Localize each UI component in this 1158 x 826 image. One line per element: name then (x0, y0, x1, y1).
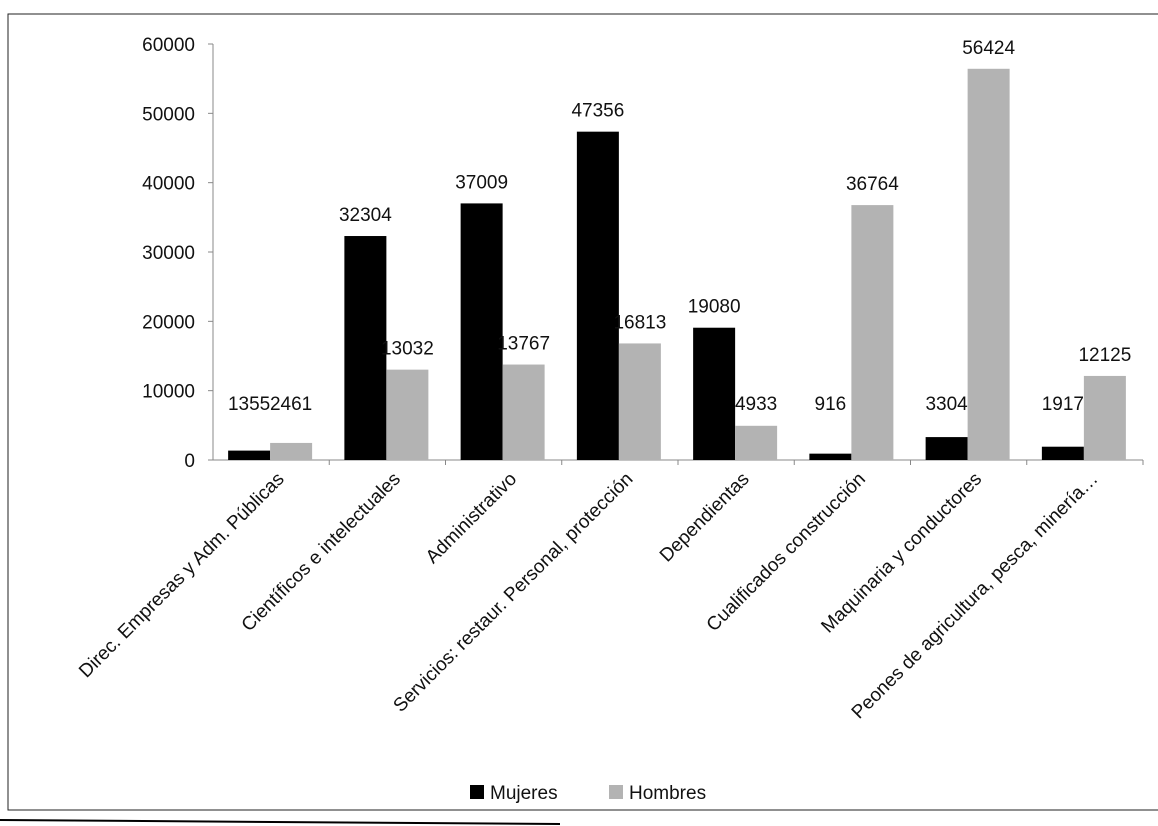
bar-hombres (1083, 375, 1126, 460)
y-tick-label: 30000 (142, 243, 195, 264)
category-label: Administrativo (422, 469, 521, 568)
legend-swatch-hombres (609, 785, 623, 799)
data-label: 37009 (455, 172, 508, 193)
bar-mujeres (809, 453, 852, 460)
category-label: Direc. Empresas y Adm. Públicas (75, 469, 288, 682)
y-tick-label: 40000 (142, 174, 195, 195)
data-label: 16813 (613, 312, 666, 333)
bar-mujeres (344, 236, 387, 460)
page-rule (0, 819, 561, 825)
data-label: 1917 (1042, 394, 1084, 415)
legend-label-hombres: Hombres (629, 783, 706, 804)
bar-hombres (967, 68, 1010, 460)
data-label: 13767 (497, 334, 550, 355)
bar-mujeres (576, 131, 619, 460)
y-tick-label: 20000 (142, 312, 195, 333)
legend-label-mujeres: Mujeres (490, 783, 558, 804)
y-tick-label: 0 (184, 451, 195, 472)
data-label: 916 (815, 394, 847, 415)
category-label: Servicios: restaur. Personal, protección (390, 469, 638, 717)
data-label: 1355 (228, 394, 270, 415)
data-label: 2461 (270, 394, 312, 415)
bar-mujeres (693, 327, 736, 460)
bar-hombres (270, 442, 313, 460)
plot-area: 0 10000 20000 30000 40000 50000 60000 1355 2461 D… (75, 35, 1144, 724)
bar-hombres (735, 425, 778, 460)
data-label: 32304 (339, 205, 392, 226)
bar-mujeres (925, 437, 968, 460)
chart-border (7, 13, 1158, 811)
legend-swatch-mujeres (470, 785, 484, 799)
bar-mujeres (228, 450, 271, 460)
bar-hombres (851, 205, 894, 460)
bar-mujeres (1041, 446, 1084, 460)
y-tick-label: 60000 (142, 35, 195, 56)
data-label: 56424 (962, 38, 1015, 59)
data-label: 4933 (735, 394, 777, 415)
y-tick-label: 10000 (142, 382, 195, 403)
category-label: Dependientas (656, 469, 754, 567)
data-label: 47356 (571, 101, 624, 122)
data-label: 12125 (1078, 345, 1131, 366)
bar-hombres (386, 369, 429, 460)
data-label: 36764 (846, 174, 899, 195)
bar-hombres (618, 343, 661, 460)
category-label: Peones de agricultura, pesca, minería… (848, 469, 1103, 724)
data-label: 3304 (925, 394, 968, 415)
legend: Mujeres Hombres (470, 783, 706, 804)
data-label: 19080 (688, 297, 741, 318)
data-label: 13032 (381, 339, 434, 360)
bar-hombres (502, 364, 545, 460)
y-tick-label: 50000 (142, 104, 195, 125)
bar-mujeres (460, 203, 503, 460)
